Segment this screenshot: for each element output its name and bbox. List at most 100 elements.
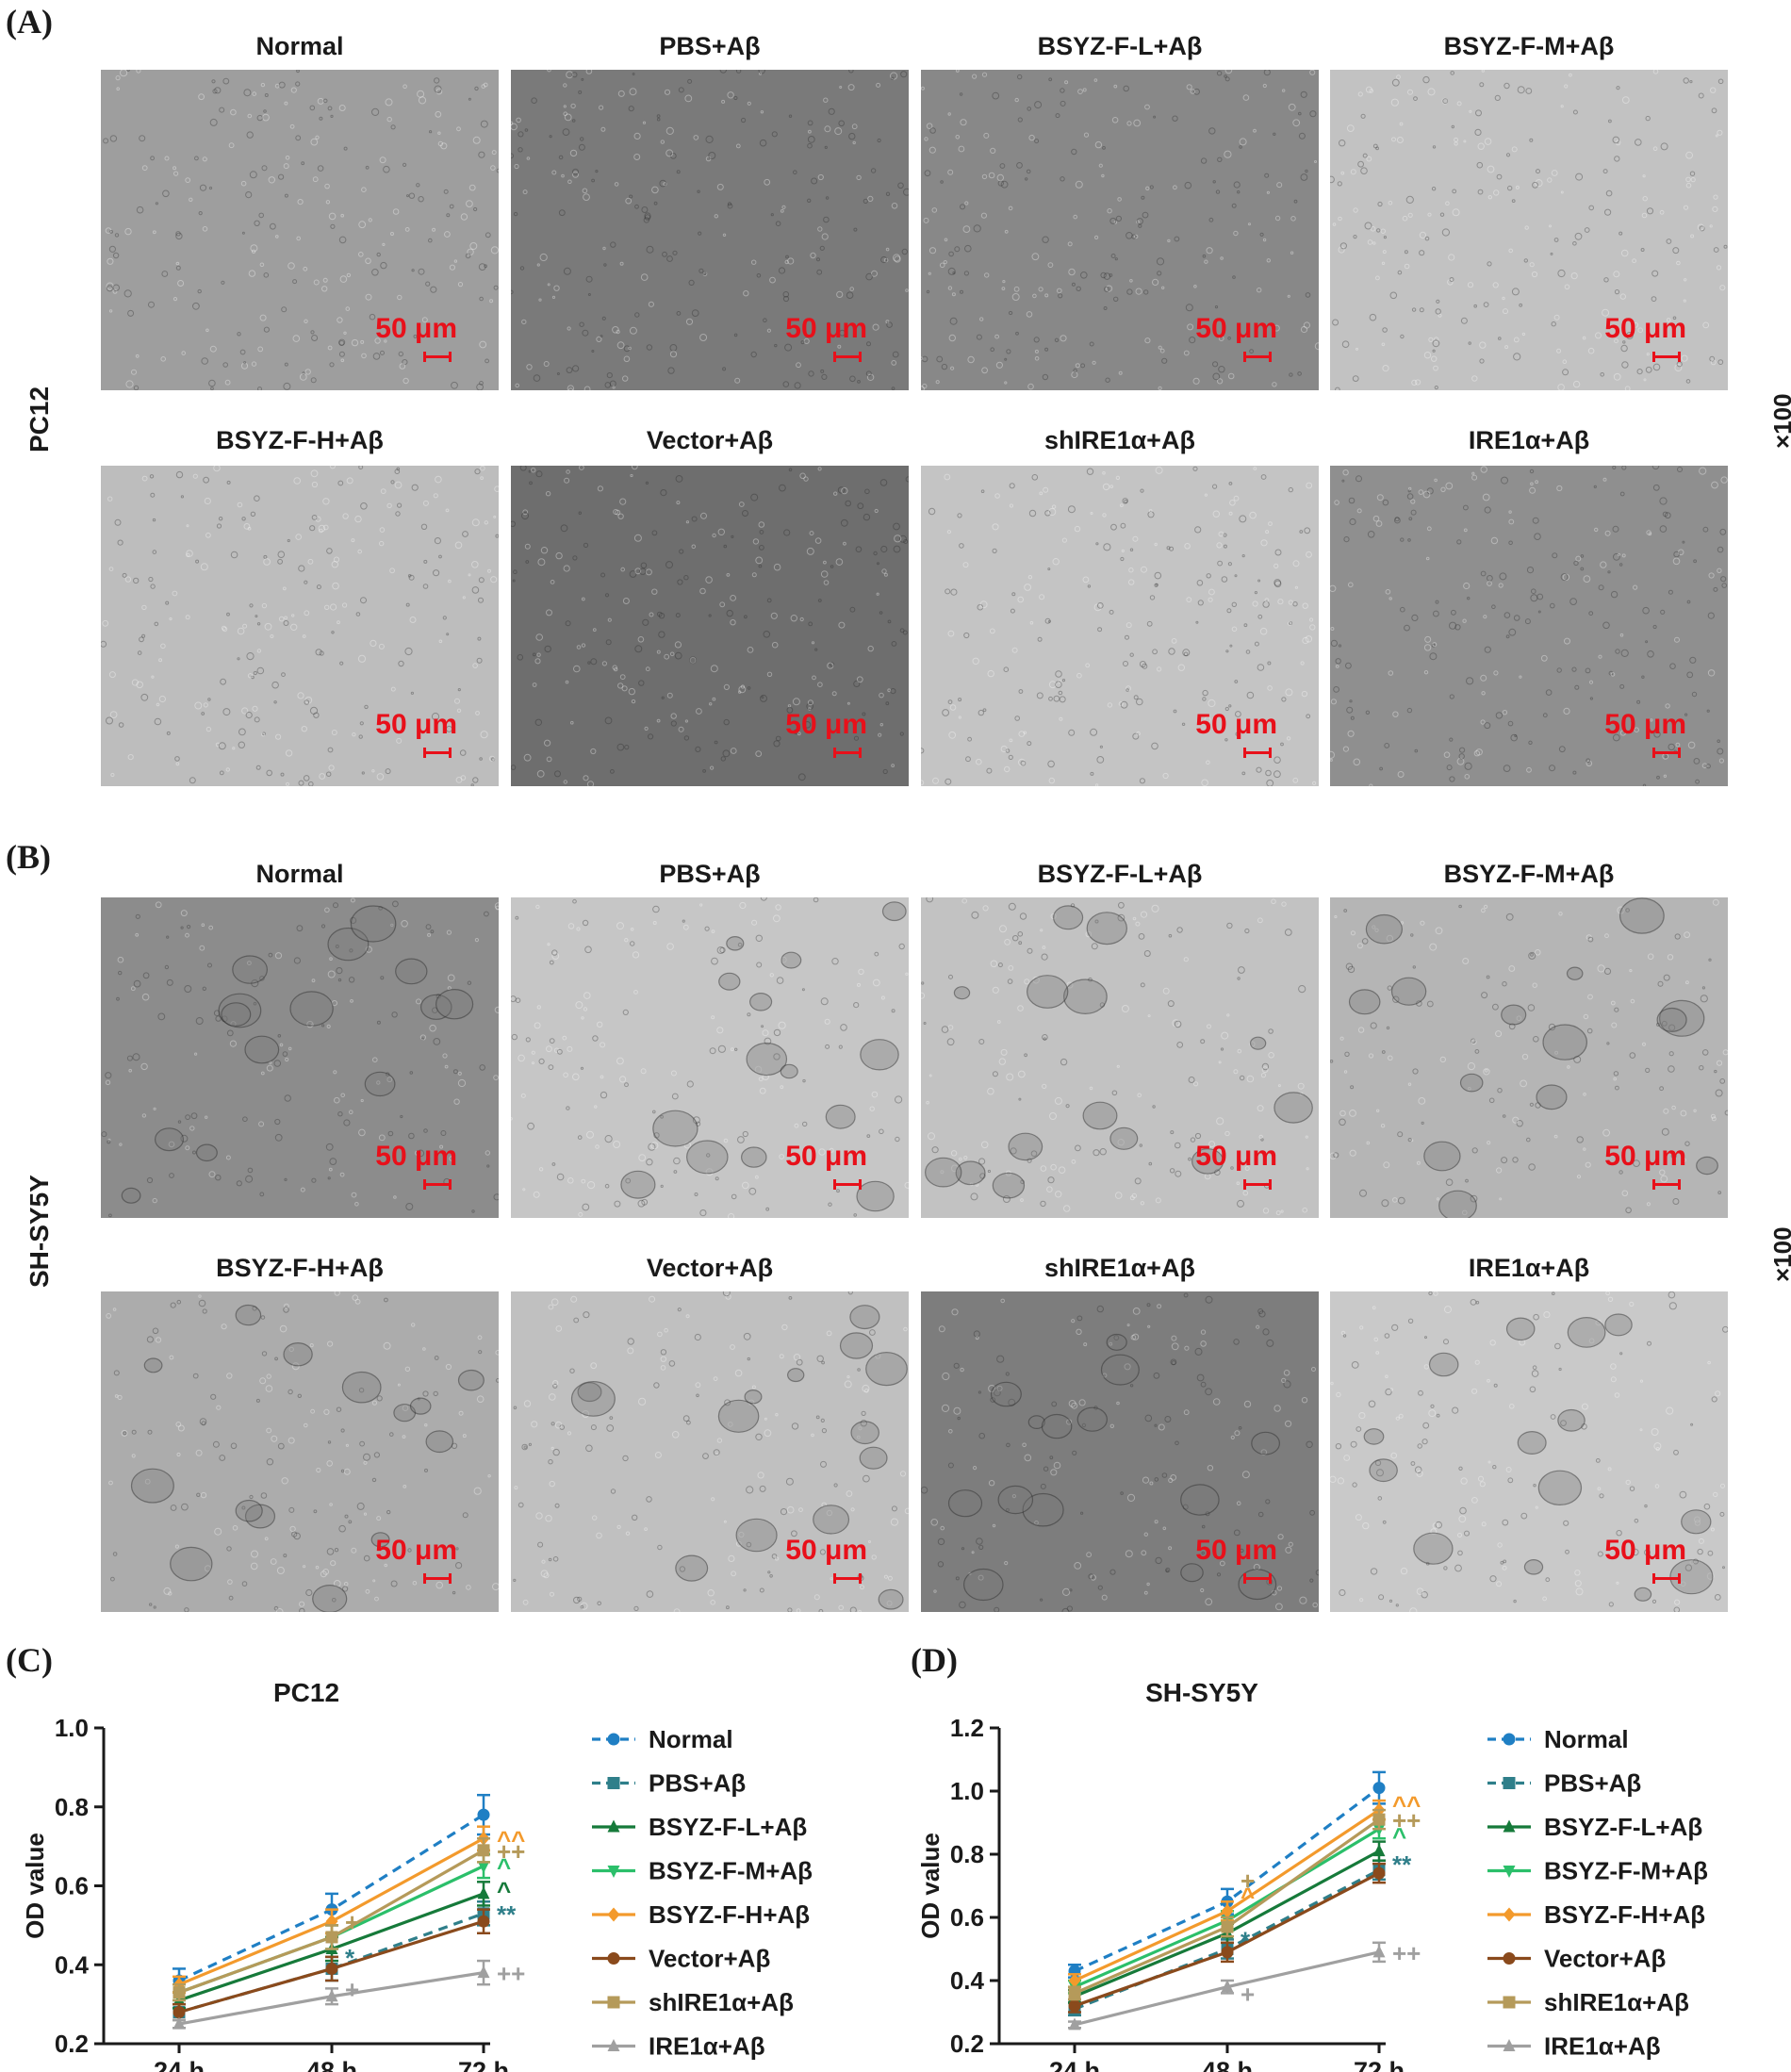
chart-title: SH-SY5Y [1145,1678,1258,1707]
micrograph-image: 50 μm [101,897,499,1218]
y-axis-label: OD value [916,1833,945,1939]
significance-mark: + [1241,1980,1255,2008]
significance-mark: ++ [497,1960,525,1988]
data-point [1221,1920,1234,1933]
legend-label: BSYZ-F-L+Aβ [1544,1813,1702,1841]
y-tick-label: 0.2 [55,2030,89,2058]
legend-item: Normal [1487,1725,1629,1753]
micrograph-title: PBS+Aβ [659,860,761,888]
legend-label: BSYZ-F-H+Aβ [649,1900,810,1929]
micrograph-title: BSYZ-F-M+Aβ [1443,860,1615,888]
scale-bar-label: 50 μm [1604,709,1686,740]
significance-mark: ++ [1392,1939,1421,1967]
legend-item: BSYZ-F-M+Aβ [592,1857,813,1885]
micrograph-image: 50 μm [921,897,1319,1218]
series [173,1837,490,2002]
data-point [477,1915,490,1928]
panel-letter-d: (D) [911,1641,958,1679]
data-point [1503,1733,1516,1746]
scale-bar [423,1179,452,1190]
legend-item: BSYZ-F-M+Aβ [1487,1857,1708,1885]
data-point [325,1931,338,1944]
y-tick-label: 1.0 [55,1714,89,1742]
scale-bar-label: 50 μm [1195,313,1277,344]
micrograph-image: 50 μm [921,466,1319,786]
significance-mark: ** [497,1900,517,1929]
micrograph-title: BSYZ-F-L+Aβ [1037,860,1203,888]
micrograph-image: 50 μm [101,466,499,786]
scale-bar [833,1573,862,1584]
micrograph-title: BSYZ-F-M+Aβ [1443,32,1615,60]
legend-item: shIRE1α+Aβ [1487,1988,1689,2016]
series [173,1908,490,2022]
legend-item: Vector+Aβ [1487,1945,1666,1973]
micrograph-title: BSYZ-F-H+Aβ [216,426,384,454]
data-point [1372,1813,1386,1826]
data-point [173,2006,186,2018]
y-tick-label: 0.6 [950,1903,984,1932]
data-point [1372,1945,1386,1958]
scale-bar [423,748,452,758]
data-point [477,1808,490,1821]
scale-bar-label: 50 μm [1604,1535,1686,1566]
chart-shsy5y: SH-SY5Y 0.2 0.4 0.6 0.8 1.0 1.2 24 h 48 h 72 h OD … [916,1678,1708,2072]
scale-bar [1652,748,1681,758]
scale-bar-label: 50 μm [785,313,867,344]
legend-item: Normal [592,1725,733,1753]
y-tick-label: 0.6 [55,1872,89,1900]
x-tick-label: 72 h [458,2057,509,2072]
micrograph-image: 50 μm [511,466,909,786]
data-point [1503,1866,1516,1878]
micrograph-image: 50 μm [1330,70,1728,390]
data-point [1068,1999,1081,2013]
legend-item: Vector+Aβ [592,1945,770,1973]
legend-label: PBS+Aβ [649,1769,746,1798]
chart-title: PC12 [273,1678,339,1707]
micrograph-title: Vector+Aβ [646,426,774,454]
legend-label: BSYZ-F-L+Aβ [649,1813,807,1841]
scale-bar-label: 50 μm [375,709,457,740]
data-point [1503,1777,1516,1789]
legend-item: IRE1α+Aβ [592,2032,765,2061]
legend-item: BSYZ-F-H+Aβ [1487,1900,1705,1929]
magnification-label-b: ×100 [1768,1226,1791,1282]
significance-mark: ^ [1392,1822,1406,1850]
legend-label: Vector+Aβ [1544,1945,1666,1973]
micrograph-image: 50 μm [1330,897,1728,1218]
scale-bar [833,352,862,362]
significance-mark: ** [1392,1850,1412,1879]
data-point [325,1962,338,1975]
data-point [1503,1952,1516,1965]
legend-label: shIRE1α+Aβ [649,1988,794,2016]
micrograph-title: shIRE1α+Aβ [1044,426,1195,454]
scale-bar [1652,352,1681,362]
significance-mark: ^ [1241,1883,1255,1911]
micrograph-image: 50 μm [511,70,909,390]
data-point [1372,1782,1386,1795]
data-point [173,1986,186,1999]
data-point [607,1777,620,1789]
micrograph-title: IRE1α+Aβ [1468,426,1590,454]
legend-item: BSYZ-F-L+Aβ [592,1813,807,1841]
micrograph-image: 50 μm [101,70,499,390]
significance-mark: ++ [497,1837,525,1866]
micrograph-title: IRE1α+Aβ [1468,1254,1590,1282]
legend-label: BSYZ-F-H+Aβ [1544,1900,1705,1929]
data-point [1221,1946,1234,1959]
scale-bar-label: 50 μm [1604,1141,1686,1172]
y-tick-label: 1.0 [950,1777,984,1805]
data-point [1503,1819,1516,1833]
significance-mark: + [345,1908,359,1936]
panel-letter-c: (C) [6,1641,53,1679]
scale-bar [1243,1573,1272,1584]
micrograph-title: Vector+Aβ [646,1254,774,1282]
legend-label: IRE1α+Aβ [1544,2032,1661,2061]
legend-label: IRE1α+Aβ [649,2032,765,2061]
significance-mark: + [1241,1866,1255,1895]
significance-mark: * [1241,1926,1251,1954]
micrograph-image: 50 μm [921,70,1319,390]
scale-bar-label: 50 μm [1604,313,1686,344]
row-label-shsy5y: SH-SY5Y [25,1175,54,1288]
y-tick-label: 0.8 [55,1793,89,1821]
data-point [325,1989,338,2002]
